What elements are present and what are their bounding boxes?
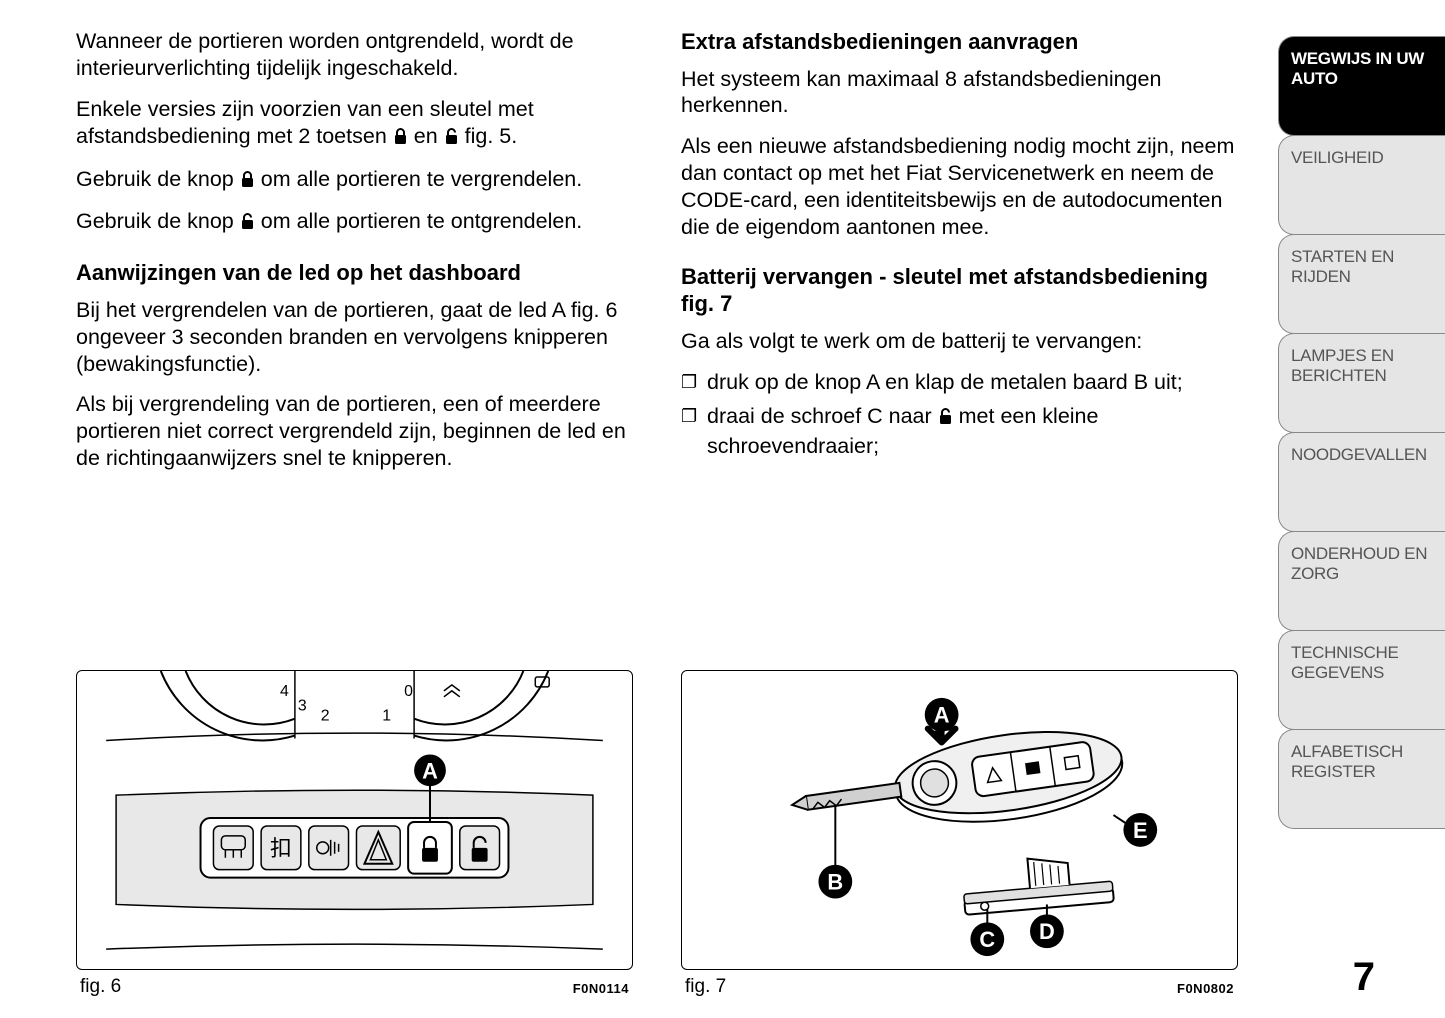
sidebar-tab-label: VEILIGHEID xyxy=(1291,148,1383,168)
lock-open-icon xyxy=(938,405,953,433)
bullet-item: ❐ draai de schroef C naar met een kleine… xyxy=(681,403,1238,461)
sidebar-tab-label: LAMPJES EN BERICHTEN xyxy=(1291,346,1435,385)
lock-closed-icon xyxy=(240,168,255,195)
sidebar-tab[interactable]: LAMPJES EN BERICHTEN xyxy=(1278,333,1445,433)
page-number: 7 xyxy=(1353,955,1375,1000)
content-area: Wanneer de portieren worden ontgrendeld,… xyxy=(0,0,1278,1018)
dial-number: 3 xyxy=(298,698,307,715)
paragraph: Gebruik de knop om alle portieren te ont… xyxy=(76,208,633,237)
sidebar-tab[interactable]: WEGWIJS IN UW AUTO xyxy=(1278,36,1445,136)
figure-7: A B C D xyxy=(681,670,1238,970)
figure-6: 4 3 2 0 1 xyxy=(76,670,633,970)
paragraph: Bij het vergrendelen van de portieren, g… xyxy=(76,297,633,378)
sidebar-tab-label: ALFABETISCH REGISTER xyxy=(1291,742,1435,781)
page: Wanneer de portieren worden ontgrendeld,… xyxy=(0,0,1445,1018)
sidebar-tab[interactable]: TECHNISCHE GEGEVENS xyxy=(1278,630,1445,730)
sidebar-tab-label: STARTEN EN RIJDEN xyxy=(1291,247,1435,286)
heading: Extra afstandsbedieningen aanvragen xyxy=(681,28,1238,56)
sidebar: WEGWIJS IN UW AUTO VEILIGHEID STARTEN EN… xyxy=(1278,0,1445,1018)
figure-6-caption: fig. 6 F0N0114 xyxy=(76,976,633,998)
figure-7-wrapper: A B C D xyxy=(681,670,1238,998)
figure-code: F0N0114 xyxy=(573,976,629,998)
paragraph: Als een nieuwe afstandsbediening nodig m… xyxy=(681,133,1238,241)
sidebar-tab[interactable]: ALFABETISCH REGISTER xyxy=(1278,729,1445,829)
callout-label: B xyxy=(827,870,843,895)
dial-number: 1 xyxy=(382,708,391,725)
bullet-item: ❐ druk op de knop A en klap de metalen b… xyxy=(681,369,1238,397)
text: Gebruik de knop xyxy=(76,167,240,191)
text: om alle portieren te ontgrendelen. xyxy=(261,209,583,233)
dial-number: 2 xyxy=(321,708,330,725)
callout-label: A xyxy=(934,703,950,728)
left-column: Wanneer de portieren worden ontgrendeld,… xyxy=(76,28,633,998)
heading: Aanwijzingen van de led op het dashboard xyxy=(76,259,633,287)
callout-label: C xyxy=(979,927,995,952)
lock-open-icon xyxy=(240,210,255,237)
figure-6-illustration: 4 3 2 0 1 xyxy=(77,671,632,969)
sidebar-tab-label: NOODGEVALLEN xyxy=(1291,445,1427,465)
dial-number: 0 xyxy=(404,683,413,700)
sidebar-tab-label: ONDERHOUD EN ZORG xyxy=(1291,544,1435,583)
paragraph: Als bij vergrendeling van de portieren, … xyxy=(76,391,633,472)
text: Gebruik de knop xyxy=(76,209,240,233)
dashboard-button xyxy=(213,826,253,870)
dashboard-button-unlock xyxy=(460,826,500,870)
figure-code: F0N0802 xyxy=(1177,976,1234,998)
sidebar-tab[interactable]: ONDERHOUD EN ZORG xyxy=(1278,531,1445,631)
figure-label: fig. 7 xyxy=(685,976,726,998)
right-column: Extra afstandsbedieningen aanvragen Het … xyxy=(681,28,1238,998)
paragraph: Gebruik de knop om alle portieren te ver… xyxy=(76,166,633,195)
text: fig. 5. xyxy=(465,124,518,148)
callout-label: E xyxy=(1133,818,1148,843)
paragraph: Enkele versies zijn voorzien van een sle… xyxy=(76,96,633,152)
text: en xyxy=(414,124,444,148)
svg-text:扣: 扣 xyxy=(270,836,292,861)
figure-7-caption: fig. 7 F0N0802 xyxy=(681,976,1238,998)
heading: Batterij vervangen - sleutel met afstand… xyxy=(681,263,1238,318)
sidebar-tab-label: WEGWIJS IN UW AUTO xyxy=(1291,49,1435,88)
figure-7-illustration: A B C D xyxy=(682,671,1237,969)
figure-label: fig. 6 xyxy=(80,976,121,998)
paragraph: Wanneer de portieren worden ontgrendeld,… xyxy=(76,28,633,82)
sidebar-tab-label: TECHNISCHE GEGEVENS xyxy=(1291,643,1435,682)
sidebar-tab[interactable]: STARTEN EN RIJDEN xyxy=(1278,234,1445,334)
sidebar-tab[interactable]: NOODGEVALLEN xyxy=(1278,432,1445,532)
figure-6-wrapper: 4 3 2 0 1 xyxy=(76,670,633,998)
dashboard-button xyxy=(309,826,349,870)
lock-open-icon xyxy=(444,125,459,152)
bullet-icon: ❐ xyxy=(681,403,707,461)
dial-number: 4 xyxy=(280,683,289,700)
text: draai de schroef C naar xyxy=(707,404,938,428)
paragraph: Ga als volgt te werk om de batterij te v… xyxy=(681,328,1238,355)
callout-label: D xyxy=(1039,919,1055,944)
bullet-text: druk op de knop A en klap de metalen baa… xyxy=(707,369,1238,397)
sidebar-tab[interactable]: VEILIGHEID xyxy=(1278,135,1445,235)
text: om alle portieren te vergrendelen. xyxy=(261,167,583,191)
dashboard-button-hazard xyxy=(356,826,400,870)
lock-closed-icon xyxy=(393,125,408,152)
dashboard-button-lock xyxy=(408,822,452,874)
bullet-icon: ❐ xyxy=(681,369,707,397)
dashboard-button: 扣 xyxy=(261,826,301,870)
callout-label: A xyxy=(422,758,438,783)
bullet-text: draai de schroef C naar met een kleine s… xyxy=(707,403,1238,461)
paragraph: Het systeem kan maximaal 8 afstandsbedie… xyxy=(681,66,1238,120)
